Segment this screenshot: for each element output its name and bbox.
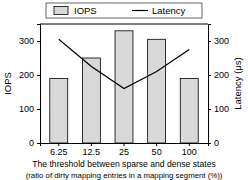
axis-line (41, 144, 209, 147)
tick-mark (37, 75, 40, 76)
tick-mark (37, 143, 40, 144)
x-axis-title: (ratio of dirty mapping entries in a map… (26, 171, 223, 180)
tick-mark (58, 143, 59, 146)
tick: 100 (19, 104, 40, 114)
legend-swatch (132, 10, 148, 11)
tick-label: 300 (19, 36, 34, 46)
marks (50, 31, 198, 143)
axis-line (37, 25, 41, 144)
tick-mark (208, 75, 211, 76)
tick-mark (208, 109, 211, 110)
tick-label: 25 (119, 147, 129, 157)
bar (148, 39, 166, 143)
tick-label: 100 (19, 104, 34, 114)
tick-mark (189, 143, 190, 146)
y2-axis: 0 100 200 300 (208, 25, 229, 149)
chart: 6.25 12.5 25 50 100 0 100 200 300 0 100 200 300 IOPS L… (0, 0, 248, 180)
frame (40, 24, 208, 25)
tick: 0 (208, 138, 219, 148)
tick-label: 6.25 (50, 147, 68, 157)
plot: 6.25 12.5 25 50 100 0 100 200 300 0 100 200 300 (19, 24, 229, 157)
line (59, 39, 189, 88)
bar (115, 31, 133, 143)
tick: 25 (119, 143, 129, 157)
tick-label: 0 (214, 138, 219, 148)
tick-mark (208, 143, 211, 144)
tick-label: 12.5 (83, 147, 101, 157)
legend-frame (46, 3, 202, 18)
tick-mark (156, 143, 157, 146)
y-axis-title: IOPS (2, 72, 13, 95)
legend-swatch (54, 7, 68, 15)
tick-label: 200 (19, 70, 34, 80)
bar (50, 78, 68, 143)
y-axis: 0 100 200 300 (19, 25, 41, 149)
tick: 50 (152, 143, 162, 157)
tick-label: 300 (214, 36, 229, 46)
tick: 200 (19, 70, 40, 80)
tick-mark (91, 143, 92, 146)
tick-label: 200 (214, 70, 229, 80)
tick: 100 (182, 143, 197, 157)
tick: 300 (19, 36, 40, 46)
legend: IOPS Latency (46, 3, 202, 18)
tick-mark (37, 109, 40, 110)
bar (180, 78, 198, 143)
tick-mark (124, 143, 125, 146)
y2-axis-title: Latency (μs) (232, 57, 243, 109)
tick: 100 (208, 104, 229, 114)
tick: 0 (29, 138, 40, 148)
x-axis: 6.25 12.5 25 50 100 (41, 143, 209, 157)
tick: 6.25 (50, 143, 68, 157)
tick: 200 (208, 70, 229, 80)
tick-mark (37, 41, 40, 42)
tick-label: 100 (214, 104, 229, 114)
legend-label: Latency (152, 5, 186, 16)
tick-label: 50 (152, 147, 162, 157)
tick: 12.5 (83, 143, 101, 157)
tick-mark (208, 41, 211, 42)
legend-label: IOPS (74, 5, 97, 16)
x-axis-title: The threshold between sparse and dense s… (32, 159, 215, 169)
axis-line (209, 25, 212, 144)
tick-label: 100 (182, 147, 197, 157)
tick: 300 (208, 36, 229, 46)
tick-label: 0 (29, 138, 34, 148)
